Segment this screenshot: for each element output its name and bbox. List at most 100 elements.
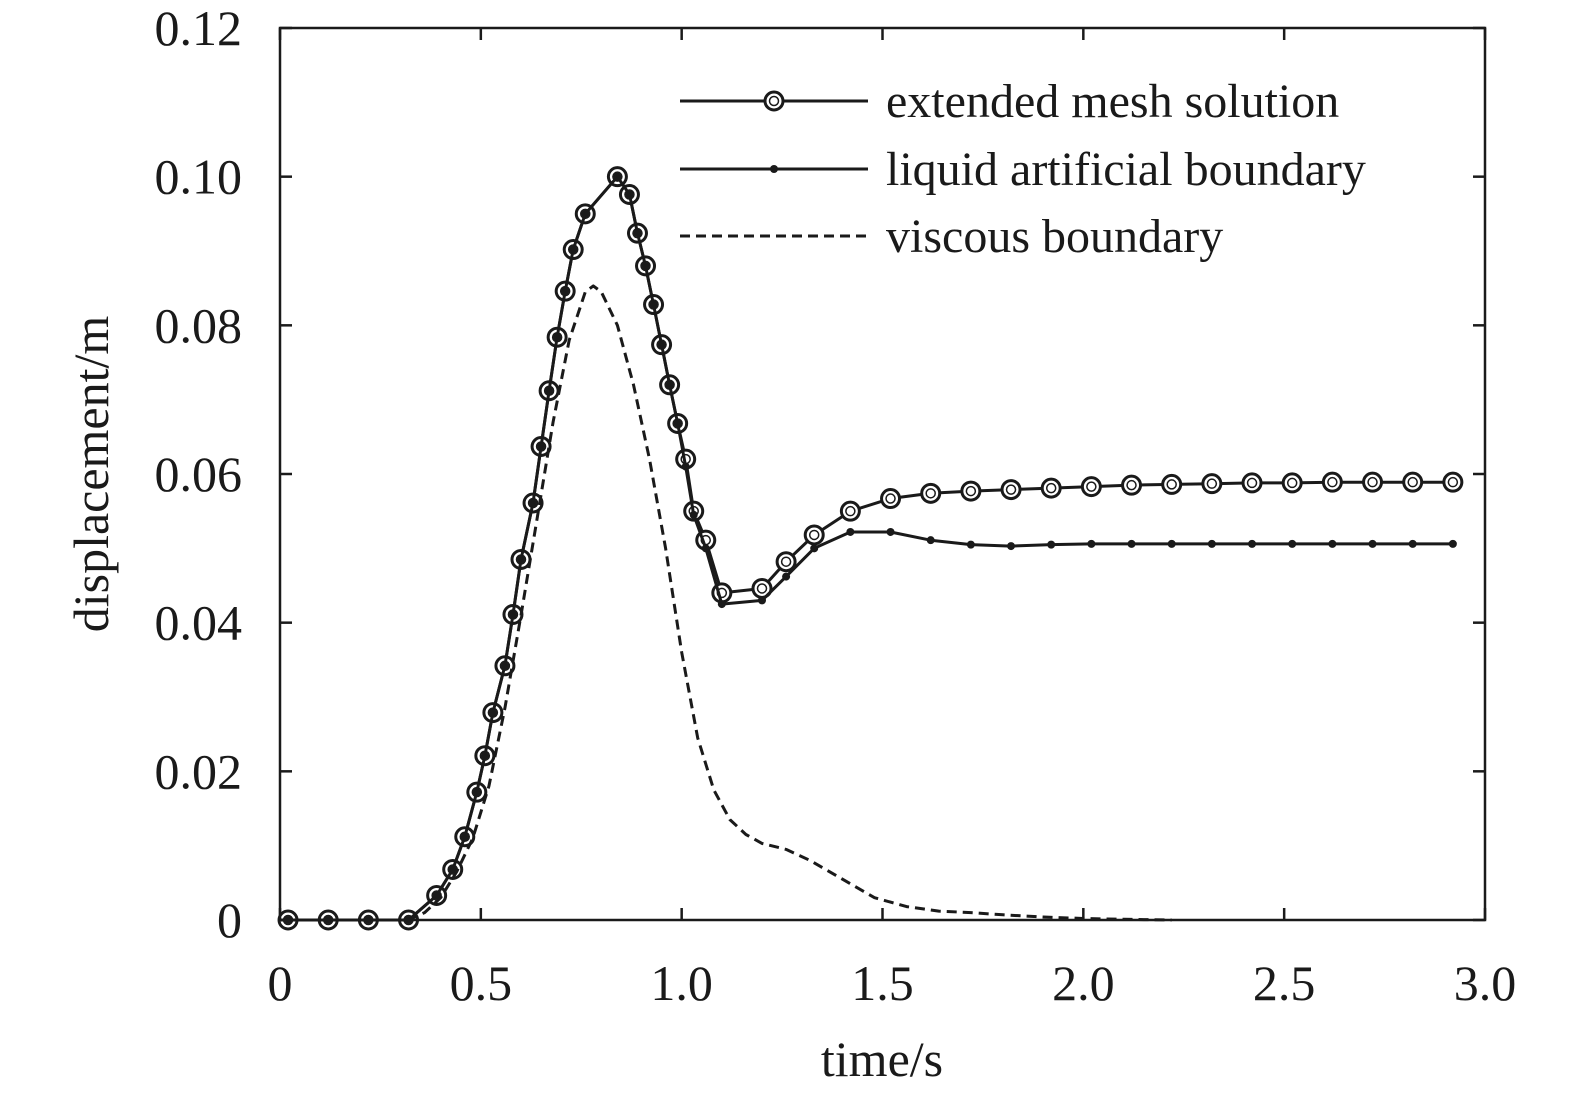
data-point-extended-mesh-solution xyxy=(1442,471,1464,493)
data-point-liquid-artificial-boundary xyxy=(517,555,525,564)
data-point-liquid-artificial-boundary xyxy=(613,172,622,181)
data-point-liquid-artificial-boundary xyxy=(846,527,855,536)
data-point-extended-mesh-solution xyxy=(1080,476,1102,498)
x-tick-label: 1.5 xyxy=(851,955,914,1011)
data-point-extended-mesh-solution xyxy=(1362,471,1384,493)
legend-label-liquid-artificial-boundary: liquid artificial boundary xyxy=(886,143,1366,196)
data-point-liquid-artificial-boundary xyxy=(625,190,634,199)
data-point-extended-mesh-solution-inner xyxy=(925,488,936,499)
data-point-extended-mesh-solution xyxy=(1000,479,1022,501)
data-point-extended-mesh-solution-inner xyxy=(1367,476,1378,488)
data-point-liquid-artificial-boundary xyxy=(581,209,590,218)
data-point-liquid-artificial-boundary xyxy=(673,419,682,428)
data-point-extended-mesh-solution-inner xyxy=(1045,482,1057,494)
data-point-liquid-artificial-boundary xyxy=(1448,539,1457,548)
data-point-extended-mesh-solution-inner xyxy=(780,556,792,567)
series-layer xyxy=(277,166,1464,931)
data-point-liquid-artificial-boundary xyxy=(641,261,650,270)
data-point-liquid-artificial-boundary xyxy=(717,600,726,609)
data-point-extended-mesh-solution-inner xyxy=(845,505,856,517)
data-point-liquid-artificial-boundary xyxy=(569,245,578,254)
data-point-liquid-artificial-boundary xyxy=(508,610,517,619)
legend-marker-liquid-artificial-boundary xyxy=(770,165,778,173)
data-point-liquid-artificial-boundary xyxy=(1248,539,1257,548)
data-point-liquid-artificial-boundary xyxy=(545,386,554,395)
legend-item-viscous-boundary: viscous boundary xyxy=(680,210,1223,263)
data-point-extended-mesh-solution-inner xyxy=(612,171,623,182)
data-point-extended-mesh-solution-inner xyxy=(1166,479,1177,490)
data-point-liquid-artificial-boundary xyxy=(561,287,570,296)
data-point-liquid-artificial-boundary xyxy=(966,540,975,549)
data-point-liquid-artificial-boundary xyxy=(1127,539,1136,548)
data-point-liquid-artificial-boundary xyxy=(553,333,562,342)
data-point-extended-mesh-solution xyxy=(1121,474,1143,496)
data-point-extended-mesh-solution-inner xyxy=(1005,484,1017,495)
data-point-extended-mesh-solution xyxy=(880,488,902,510)
series-line-viscous-boundary xyxy=(280,284,1172,922)
data-point-liquid-artificial-boundary xyxy=(1328,539,1337,548)
data-point-liquid-artificial-boundary xyxy=(1408,539,1417,548)
data-point-liquid-artificial-boundary xyxy=(657,340,666,349)
x-tick-label: 3.0 xyxy=(1454,955,1517,1011)
data-point-extended-mesh-solution xyxy=(1281,472,1303,494)
legend-item-extended-mesh-solution: extended mesh solution xyxy=(680,75,1339,128)
data-point-liquid-artificial-boundary xyxy=(689,510,698,519)
x-tick-label: 1.0 xyxy=(650,955,713,1011)
data-point-extended-mesh-solution xyxy=(775,551,797,573)
data-point-extended-mesh-solution xyxy=(803,524,825,546)
data-point-liquid-artificial-boundary xyxy=(500,661,509,670)
data-point-extended-mesh-solution-inner xyxy=(1206,478,1218,489)
data-point-extended-mesh-solution-inner xyxy=(1126,479,1137,491)
data-point-liquid-artificial-boundary xyxy=(782,572,791,581)
data-point-extended-mesh-solution-inner xyxy=(1327,476,1338,488)
data-point-liquid-artificial-boundary xyxy=(488,708,497,717)
series-liquid-artificial-boundary xyxy=(284,172,1457,924)
data-point-extended-mesh-solution-inner xyxy=(756,583,768,594)
data-point-liquid-artificial-boundary xyxy=(1167,539,1176,548)
y-tick-label: 0.04 xyxy=(155,595,243,651)
data-point-extended-mesh-solution-inner xyxy=(1246,477,1258,489)
x-tick-label: 0.5 xyxy=(450,955,513,1011)
data-point-extended-mesh-solution xyxy=(1161,473,1183,495)
data-point-liquid-artificial-boundary xyxy=(480,751,489,760)
y-tick-label: 0.12 xyxy=(155,0,243,56)
data-point-liquid-artificial-boundary xyxy=(681,462,690,471)
data-point-liquid-artificial-boundary xyxy=(701,544,710,553)
data-point-extended-mesh-solution xyxy=(839,500,861,522)
data-point-extended-mesh-solution-inner xyxy=(1086,481,1097,492)
data-point-extended-mesh-solution xyxy=(1201,473,1223,495)
data-point-extended-mesh-solution-inner xyxy=(1447,476,1459,488)
data-point-liquid-artificial-boundary xyxy=(1368,539,1377,548)
x-tick-label: 2.0 xyxy=(1052,955,1115,1011)
data-point-liquid-artificial-boundary xyxy=(810,544,819,553)
y-axis-label: displacement/m xyxy=(63,316,119,633)
data-point-extended-mesh-solution xyxy=(1241,472,1263,494)
data-point-extended-mesh-solution-inner xyxy=(885,493,896,504)
data-point-liquid-artificial-boundary xyxy=(649,300,658,309)
legend-marker-extended-mesh-solution xyxy=(763,90,785,112)
data-point-liquid-artificial-boundary xyxy=(926,536,935,545)
data-point-liquid-artificial-boundary xyxy=(1087,539,1096,548)
y-tick-label: 0.06 xyxy=(155,446,243,502)
x-tick-label: 0 xyxy=(268,955,293,1011)
data-point-extended-mesh-solution xyxy=(1321,471,1343,493)
legend-marker-extended-mesh-solution-inner xyxy=(768,95,780,107)
y-tick-label: 0.10 xyxy=(155,149,243,205)
data-point-liquid-artificial-boundary xyxy=(886,527,895,536)
data-point-liquid-artificial-boundary xyxy=(1007,542,1016,551)
data-point-extended-mesh-solution-inner xyxy=(808,529,820,541)
data-point-extended-mesh-solution xyxy=(920,482,942,504)
x-axis-label: time/s xyxy=(821,1031,943,1087)
data-point-liquid-artificial-boundary xyxy=(472,788,481,797)
data-point-liquid-artificial-boundary xyxy=(1288,539,1297,548)
data-point-liquid-artificial-boundary xyxy=(665,380,674,389)
tick-labels: 0 0.5 1.0 1.5 2.0 2.5 3.0 0 0.02 0.04 0.06 0.08 0.10… xyxy=(155,0,1517,1011)
series-viscous-boundary xyxy=(280,284,1172,922)
legend-label-extended-mesh-solution: extended mesh solution xyxy=(886,75,1339,128)
data-point-liquid-artificial-boundary xyxy=(633,229,642,238)
x-tick-label: 2.5 xyxy=(1253,955,1316,1011)
legend: extended mesh solution liquid artificial … xyxy=(680,75,1366,263)
data-point-extended-mesh-solution-inner xyxy=(1407,476,1418,488)
